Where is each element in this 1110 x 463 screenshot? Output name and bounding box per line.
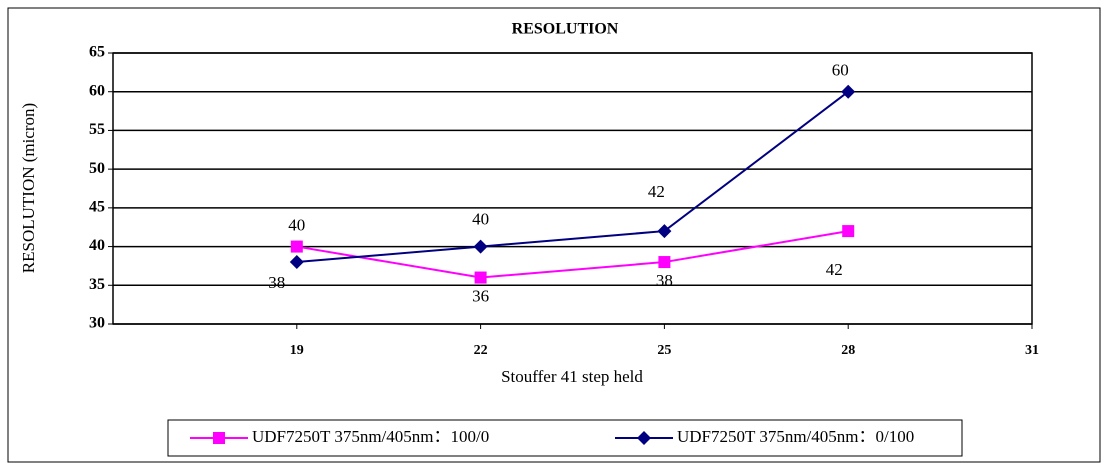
point [842, 225, 855, 238]
x-axis-label: Stouffer 41 step held [501, 367, 643, 386]
legend-marker [213, 432, 225, 444]
y-tick-label: 30 [89, 315, 105, 332]
legend-box [167, 419, 963, 457]
legend-label: UDF7250T 375nm/405nm：100/0 [252, 427, 489, 446]
series-line [296, 230, 849, 279]
series-line [296, 90, 849, 264]
x-tick-label: 19 [290, 343, 304, 358]
x-tick-label: 31 [1025, 343, 1039, 358]
x-tick-label: 22 [474, 343, 488, 358]
data-label: 42 [826, 260, 843, 279]
data-label: 38 [268, 273, 285, 292]
chart-frame [7, 7, 1101, 463]
y-tick-label: 65 [89, 44, 105, 61]
data-label: 36 [472, 286, 489, 305]
x-tick-label: 25 [657, 343, 671, 358]
data-label: 60 [832, 61, 849, 80]
y-tick-label: 35 [89, 276, 105, 293]
point [658, 256, 671, 269]
data-label: 42 [648, 182, 665, 201]
y-tick-label: 50 [89, 160, 105, 177]
chart-title: RESOLUTION [512, 21, 619, 38]
y-tick-label: 60 [89, 82, 105, 99]
point [474, 271, 487, 284]
legend-marker [637, 431, 651, 445]
y-axis-label: RESOLUTION (micron) [19, 103, 38, 273]
data-label: 40 [288, 215, 305, 234]
point [841, 84, 856, 99]
data-label: 40 [472, 209, 489, 228]
data-label: 38 [656, 271, 673, 290]
point [657, 224, 672, 239]
x-tick-label: 28 [841, 343, 855, 358]
point [290, 240, 303, 253]
legend-label: UDF7250T 375nm/405nm：0/100 [677, 427, 914, 446]
plot-area [112, 52, 1033, 325]
y-tick-label: 45 [89, 199, 105, 216]
point [289, 255, 304, 270]
y-tick-label: 40 [89, 237, 105, 254]
y-tick-label: 55 [89, 121, 105, 138]
point [473, 239, 488, 254]
